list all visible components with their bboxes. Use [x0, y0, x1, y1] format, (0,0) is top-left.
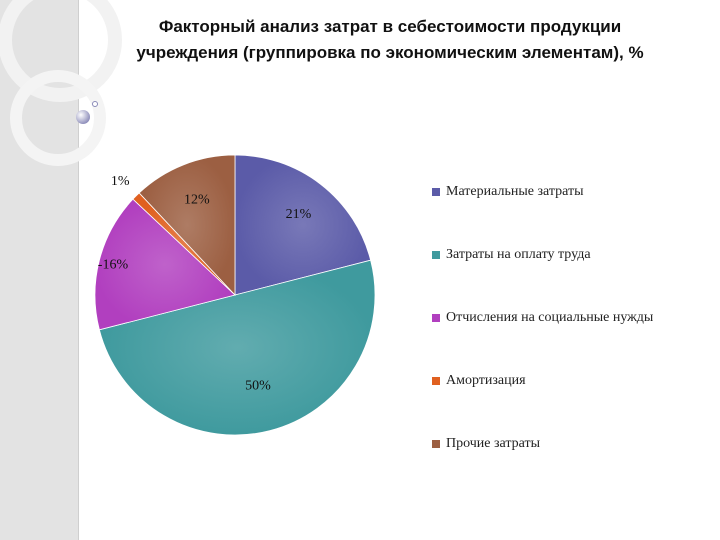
legend-swatch-social: [432, 313, 440, 322]
legend-label-social: Отчисления на социальные нужды: [446, 309, 654, 325]
chart-title-line-1: Факторный анализ затрат в себестоимости …: [158, 17, 622, 36]
legend-label-material: Материальные затраты: [446, 183, 584, 199]
data-label-material: 21%: [286, 207, 312, 222]
data-label-labor: 50%: [245, 378, 271, 393]
data-label-other: 12%: [184, 193, 210, 208]
decorative-rings: [0, 0, 122, 166]
legend-swatch-other: [432, 439, 440, 448]
decorative-bullet-small: [92, 101, 98, 107]
pie-slice-material: [234, 154, 372, 296]
data-label-social: -16%: [98, 258, 129, 273]
legend: Материальные затраты Затраты на оплату т…: [432, 160, 717, 475]
pie-labels: 21% 50% -16% 1% 12%: [98, 174, 312, 393]
legend-item-labor: Затраты на оплату труда: [432, 223, 717, 286]
legend-label-depreciation: Амортизация: [446, 372, 526, 388]
legend-swatch-depreciation: [432, 376, 440, 385]
pie-slice-labor: [98, 259, 376, 436]
legend-label-other: Прочие затраты: [446, 435, 541, 451]
decorative-bullet-large: [76, 110, 90, 124]
data-label-depreciation: 1%: [111, 174, 130, 189]
pie-slice-social: [94, 198, 236, 331]
chart-title-line-2: учреждения (группировка по экономическим…: [136, 43, 644, 62]
pie-slice-other: [138, 154, 236, 297]
legend-item-social: Отчисления на социальные нужды: [432, 286, 717, 349]
legend-item-other: Прочие затраты: [432, 412, 717, 475]
legend-swatch-labor: [432, 250, 440, 259]
legend-item-material: Материальные затраты: [432, 160, 717, 223]
pie-chart: 21% 50% -16% 1% 12%: [94, 154, 376, 436]
decorative-ring-small: [10, 70, 106, 166]
chart-title: Факторный анализ затрат в себестоимости …: [110, 14, 670, 66]
legend-label-labor: Затраты на оплату труда: [446, 246, 591, 262]
legend-item-depreciation: Амортизация: [432, 349, 717, 412]
legend-swatch-material: [432, 187, 440, 196]
pie-slices: [94, 154, 376, 436]
decorative-ring-large: [0, 0, 122, 102]
